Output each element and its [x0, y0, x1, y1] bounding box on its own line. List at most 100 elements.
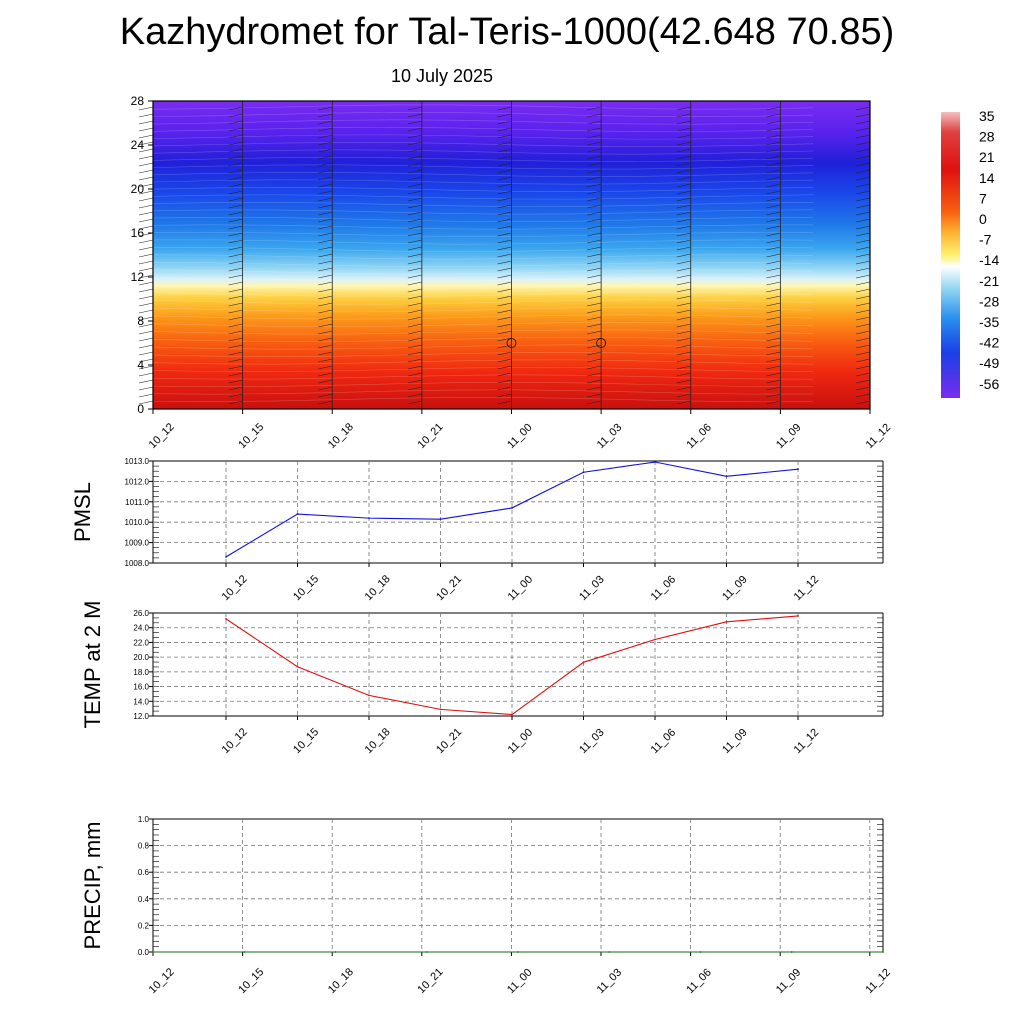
wind-barb [228, 316, 243, 321]
y-axis-title: TEMP at 2 M [80, 601, 105, 729]
wind-barb [855, 393, 871, 398]
wind-barb [766, 330, 781, 335]
y-tick-label: 0.4 [138, 895, 150, 904]
data-point [517, 951, 519, 953]
wind-barb [228, 141, 243, 146]
wind-barb [676, 274, 691, 279]
x-tick-label: 11_09 [720, 574, 750, 604]
wind-barb [676, 309, 691, 314]
wind-barb [497, 267, 512, 272]
colorbar-label: 21 [979, 149, 995, 165]
wind-barb [407, 218, 422, 223]
data-point [699, 951, 702, 953]
wind-barb [497, 239, 512, 244]
wind-barb [676, 260, 691, 265]
wind-barb [318, 141, 333, 146]
data-point [334, 951, 337, 953]
wind-barb [676, 169, 691, 174]
wind-barb [228, 393, 243, 398]
wind-barb [228, 148, 243, 153]
wind-barb [407, 197, 422, 202]
wind-barb [676, 288, 691, 293]
wind-barb [318, 120, 333, 125]
wind-barb [497, 246, 512, 251]
wind-barb [138, 316, 154, 321]
wind-barb [228, 162, 243, 167]
x-tick-label: 11_06 [684, 422, 714, 452]
wind-barb [228, 260, 243, 265]
wind-barb [766, 204, 781, 209]
wind-barb [497, 176, 512, 181]
contour-line [152, 329, 814, 335]
wind-barb [318, 330, 333, 335]
wind-barb [855, 190, 871, 195]
wind-barb [407, 351, 422, 356]
wind-barb [766, 190, 781, 195]
y-tick-label: 14.0 [133, 697, 149, 706]
colorbar-label: -42 [979, 335, 999, 351]
wind-barb [676, 176, 691, 181]
wind-barb [407, 302, 422, 307]
wind-barb [407, 372, 422, 377]
wind-barb [318, 113, 333, 118]
contour-line [152, 127, 814, 132]
wind-barb [676, 393, 691, 398]
wind-barb [497, 400, 512, 405]
precip-panel: 0.0 0.2 0.4 0.6 0.8 1.0 10_12 10_15 10_18 10_21 11… [80, 815, 893, 996]
wind-barb [407, 176, 422, 181]
wind-barb [676, 316, 691, 321]
wind-barb [228, 323, 243, 328]
wind-barb [855, 274, 871, 279]
data-point [225, 617, 227, 620]
wind-barb [318, 197, 333, 202]
wind-barb [318, 302, 333, 307]
wind-barb [766, 134, 781, 139]
y-tick-label: 16 [131, 226, 145, 240]
wind-barb [587, 211, 602, 216]
data-point [790, 951, 793, 953]
x-tick-label: 10_18 [326, 966, 356, 996]
y-tick-label: 12 [131, 270, 145, 284]
wind-barb [587, 246, 602, 251]
wind-barb [228, 379, 243, 384]
contour-line [152, 261, 814, 267]
wind-barb [228, 372, 243, 377]
wind-barb [766, 218, 781, 223]
y-tick-label: 1012.0 [125, 477, 150, 486]
wind-barb [138, 323, 154, 328]
wind-barb [497, 204, 512, 209]
data-point [725, 620, 728, 623]
wind-barb [497, 113, 512, 118]
wind-barb [855, 351, 871, 356]
wind-barb [407, 260, 422, 265]
wind-barb [676, 379, 691, 384]
wind-barb [407, 225, 422, 230]
data-point [882, 951, 884, 953]
data-point [152, 951, 154, 953]
wind-barb [497, 330, 512, 335]
wind-barb [766, 386, 781, 391]
wind-barb [138, 120, 154, 125]
wind-barb [587, 183, 602, 188]
x-tick-label: 11_03 [577, 727, 607, 757]
x-tick-label: 11_09 [774, 422, 804, 452]
contour-line [152, 179, 814, 185]
contour-line [152, 269, 814, 275]
wind-barb [228, 365, 243, 370]
wind-barb [766, 302, 781, 307]
wind-barb [676, 113, 691, 118]
contour-line [152, 112, 814, 118]
wind-barb [855, 155, 871, 160]
wind-barb [855, 218, 871, 223]
wind-barb [676, 162, 691, 167]
wind-barb [676, 106, 691, 111]
contour-line [152, 209, 814, 215]
contour-line [152, 352, 814, 357]
x-tick-label: 10_21 [434, 573, 464, 603]
data-point [511, 507, 513, 509]
contour-line [152, 367, 814, 372]
data-point [582, 471, 585, 474]
wind-barb [228, 155, 243, 160]
wind-barb [228, 113, 243, 118]
